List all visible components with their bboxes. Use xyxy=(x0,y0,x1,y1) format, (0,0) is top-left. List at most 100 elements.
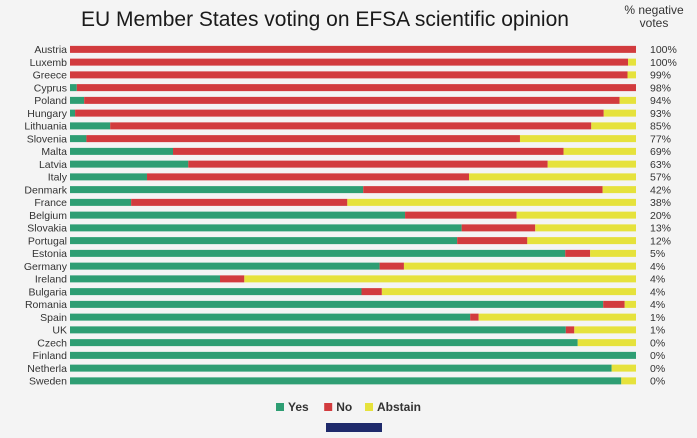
bar-segment-yes xyxy=(70,339,578,347)
negative-pct-label: 57% xyxy=(650,172,671,184)
bar-segment-yes xyxy=(70,160,189,168)
legend-swatch-abstain xyxy=(365,403,373,411)
bar-segment-no xyxy=(70,58,629,66)
category-label: Hungary xyxy=(27,108,67,120)
legend-label-no: No xyxy=(336,400,352,414)
bar-segment-yes xyxy=(70,326,566,334)
bar-segment-no xyxy=(75,109,604,117)
negative-pct-label: 85% xyxy=(650,121,671,133)
category-label: Finland xyxy=(33,350,68,362)
bar-segment-yes xyxy=(70,186,364,194)
bar-segment-abstain xyxy=(478,313,636,321)
category-label: Greece xyxy=(33,70,68,82)
negative-pct-label: 4% xyxy=(650,299,665,311)
bar-segment-yes xyxy=(70,313,471,321)
category-label: Luxemb xyxy=(30,57,68,69)
category-label: Portugal xyxy=(28,235,67,247)
negative-votes-header-line-1: % negative xyxy=(624,3,684,17)
negative-pct-label: 4% xyxy=(650,286,665,298)
bar-segment-yes xyxy=(70,262,380,270)
negative-pct-label: 100% xyxy=(650,44,677,56)
negative-pct-label: 20% xyxy=(650,210,671,222)
negative-pct-label: 77% xyxy=(650,133,671,145)
bar-segment-yes xyxy=(70,96,85,104)
bar-segment-no xyxy=(361,288,382,296)
bar-segment-abstain xyxy=(516,211,636,219)
bar-segment-abstain xyxy=(563,147,636,155)
negative-pct-label: 69% xyxy=(650,146,671,158)
bar-segment-no xyxy=(76,84,637,92)
bar-segment-no xyxy=(70,45,636,53)
bar-segment-yes xyxy=(70,249,566,257)
category-label: Netherla xyxy=(27,363,67,375)
negative-pct-label: 38% xyxy=(650,197,671,209)
bar-segment-no xyxy=(470,313,479,321)
bar-segment-abstain xyxy=(574,326,636,334)
category-label: Romania xyxy=(25,299,67,311)
bar-segment-yes xyxy=(70,224,462,232)
negative-pct-label: 94% xyxy=(650,95,671,107)
bar-segment-abstain xyxy=(347,198,636,206)
negative-pct-label: 1% xyxy=(650,312,665,324)
bar-segment-abstain xyxy=(547,160,636,168)
category-label: Cyprus xyxy=(34,82,67,94)
bar-segment-abstain xyxy=(591,122,636,130)
negative-pct-label: 0% xyxy=(650,376,665,388)
bar-segment-yes xyxy=(70,198,132,206)
category-label: Italy xyxy=(48,172,68,184)
bar-segment-no xyxy=(363,186,603,194)
bar-segment-abstain xyxy=(621,377,636,385)
negative-pct-label: 100% xyxy=(650,57,677,69)
bar-segment-yes xyxy=(70,351,636,359)
category-label: UK xyxy=(52,325,67,337)
bar-segment-no xyxy=(379,262,404,270)
negative-pct-label: 0% xyxy=(650,363,665,375)
bar-segment-abstain xyxy=(603,109,636,117)
negative-pct-label: 63% xyxy=(650,159,671,171)
category-label: Spain xyxy=(40,312,67,324)
negative-pct-label: 98% xyxy=(650,82,671,94)
bar-segment-abstain xyxy=(535,224,636,232)
category-label: Lithuania xyxy=(24,121,67,133)
legend-label-abstain: Abstain xyxy=(377,400,421,414)
bar-segment-no xyxy=(219,275,245,283)
negative-pct-label: 42% xyxy=(650,184,671,196)
bar-segment-no xyxy=(173,147,564,155)
bar-segment-yes xyxy=(70,211,406,219)
legend-label-yes: Yes xyxy=(288,400,309,414)
bar-segment-no xyxy=(110,122,592,130)
bar-segment-yes xyxy=(70,147,174,155)
bar-segment-no xyxy=(457,237,528,245)
negative-pct-label: 0% xyxy=(650,350,665,362)
legend-swatch-no xyxy=(324,403,333,411)
bar-segment-no xyxy=(70,71,628,79)
category-label: Bulgaria xyxy=(28,286,67,298)
negative-pct-label: 4% xyxy=(650,274,665,286)
bar-segment-yes xyxy=(70,173,147,181)
category-label: Poland xyxy=(34,95,67,107)
negative-pct-label: 13% xyxy=(650,223,671,235)
category-label: Malta xyxy=(41,146,67,158)
category-label: Austria xyxy=(34,44,67,56)
bar-segment-yes xyxy=(70,275,220,283)
bar-segment-no xyxy=(188,160,548,168)
category-label: France xyxy=(34,197,67,209)
bar-segment-no xyxy=(86,135,520,143)
negative-pct-label: 0% xyxy=(650,337,665,349)
bar-segment-no xyxy=(603,300,625,308)
footer-accent-bar xyxy=(326,423,382,432)
bar-segment-abstain xyxy=(624,300,636,308)
bar-segment-abstain xyxy=(527,237,636,245)
bar-segment-yes xyxy=(70,122,111,130)
category-label: Latvia xyxy=(39,159,67,171)
category-label: Belgium xyxy=(29,210,67,222)
bar-segment-abstain xyxy=(619,96,636,104)
category-label: Sweden xyxy=(29,376,67,388)
bar-segment-no xyxy=(461,224,536,232)
bar-segment-yes xyxy=(70,364,612,372)
bar-segment-yes xyxy=(70,237,458,245)
bar-segment-abstain xyxy=(381,288,636,296)
category-label: Ireland xyxy=(35,274,67,286)
